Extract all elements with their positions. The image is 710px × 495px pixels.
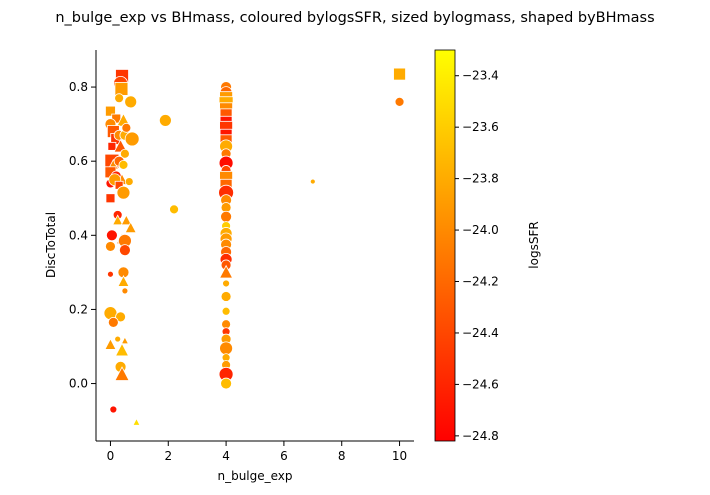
colorbar-tick-label: −24.2 [462, 275, 499, 289]
x-tick-label: 0 [107, 449, 115, 463]
data-point-triangle [132, 417, 141, 426]
data-point-circle [109, 405, 118, 414]
y-axis-ticks: 0.0 0.2 0.4 0.6 0.8 [69, 80, 96, 391]
data-point-circle [124, 177, 134, 186]
data-point-circle [121, 287, 129, 295]
data-point-circle [309, 178, 316, 185]
data-point-triangle [120, 336, 130, 345]
data-point-circle [114, 335, 122, 343]
data-point-circle [106, 229, 118, 242]
data-point-circle [220, 210, 232, 223]
data-point-square [114, 82, 129, 96]
y-tick-label: 0.0 [69, 377, 88, 391]
colorbar-tick-label: −23.6 [462, 120, 499, 134]
x-tick-label: 2 [164, 449, 172, 463]
data-point-circle [124, 95, 138, 109]
x-tick-label: 6 [280, 449, 288, 463]
data-point-circle [219, 341, 233, 356]
y-tick-label: 0.8 [69, 80, 88, 94]
chart-title: n_bulge_exp vs BHmass, coloured bylogsSF… [55, 10, 654, 26]
x-tick-label: 4 [222, 449, 230, 463]
data-point-square [105, 105, 116, 117]
plot-area [103, 67, 406, 426]
data-point-circle [118, 159, 129, 170]
data-point-circle [169, 204, 179, 215]
data-point-circle [220, 377, 232, 390]
y-axis-label: DiscToTotal [44, 212, 58, 278]
data-point-triangle [124, 221, 137, 234]
x-tick-label: 8 [338, 449, 346, 463]
colorbar-tick-label: −24.6 [462, 377, 499, 391]
data-point-circle [158, 114, 172, 127]
y-tick-label: 0.6 [69, 154, 88, 168]
data-point-square [105, 193, 116, 204]
data-point-triangle [117, 275, 130, 287]
data-point-circle [107, 317, 119, 328]
data-point-circle [105, 241, 116, 252]
data-point-triangle [114, 366, 130, 381]
colorbar-ticks: −24.8 −24.6 −24.4 −24.2 −24.0 −23.8 −23.6 −23.4 [455, 69, 499, 443]
data-point-circle [394, 96, 405, 107]
data-point-circle [220, 291, 232, 302]
data-point-circle [120, 148, 130, 159]
y-tick-label: 0.4 [69, 228, 88, 242]
data-point-triangle [120, 214, 133, 226]
data-point-circle [124, 131, 140, 147]
data-point-circle [222, 279, 230, 288]
colorbar-tick-label: −24.4 [462, 326, 499, 340]
colorbar [434, 49, 456, 442]
colorbar-tick-label: −23.4 [462, 69, 499, 83]
data-point-circle [116, 185, 131, 200]
colorbar-label: logsSFR [527, 221, 541, 268]
colorbar-tick-label: −24.0 [462, 223, 499, 237]
data-point-circle [114, 93, 125, 104]
data-point-triangle [112, 214, 124, 226]
x-axis-ticks: 0 2 4 6 8 10 [107, 441, 407, 463]
data-point-circle [115, 311, 126, 323]
data-point-circle [121, 122, 132, 133]
x-axis-label: n_bulge_exp [217, 469, 292, 483]
colorbar-tick-label: −23.8 [462, 172, 499, 186]
data-point-triangle [104, 338, 117, 350]
x-tick-label: 10 [392, 449, 407, 463]
data-point-circle [119, 244, 131, 257]
data-point-circle [107, 270, 114, 278]
data-point-triangle [218, 264, 234, 279]
data-point-circle [221, 306, 231, 316]
data-point-triangle [114, 342, 130, 357]
y-tick-label: 0.2 [69, 302, 88, 316]
data-point-square [393, 67, 406, 81]
data-point-square [107, 141, 117, 151]
colorbar-tick-label: −24.8 [462, 429, 499, 443]
